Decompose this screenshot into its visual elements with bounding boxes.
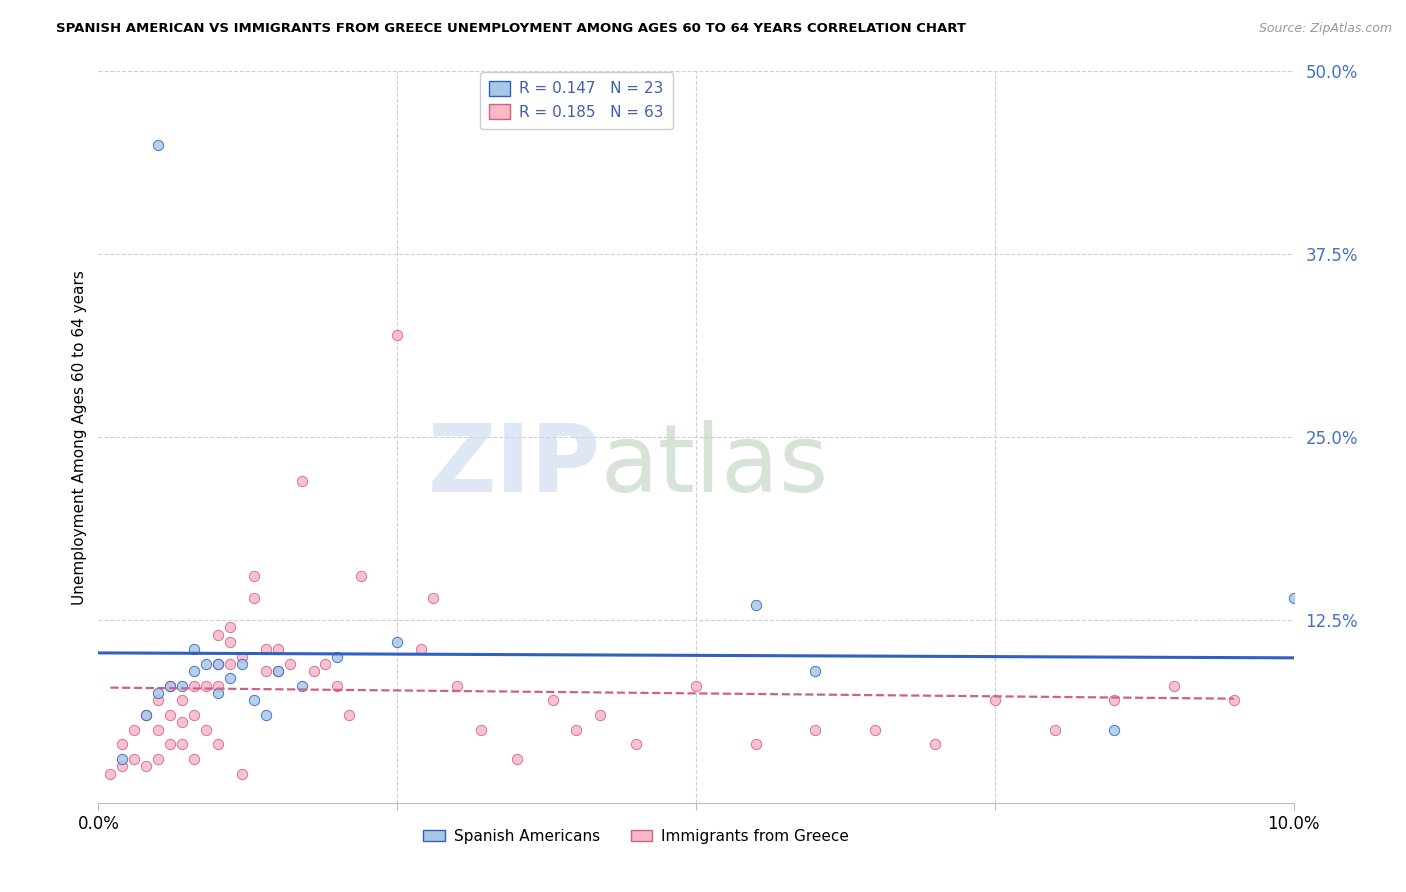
Point bbox=[267, 664, 290, 678]
Point bbox=[183, 664, 205, 678]
Point bbox=[589, 708, 612, 723]
Point bbox=[231, 657, 253, 671]
Point bbox=[159, 737, 181, 751]
Point bbox=[1163, 679, 1185, 693]
Point bbox=[291, 679, 314, 693]
Point bbox=[385, 635, 409, 649]
Text: Source: ZipAtlas.com: Source: ZipAtlas.com bbox=[1258, 22, 1392, 36]
Text: atlas: atlas bbox=[600, 420, 828, 512]
Point bbox=[172, 715, 194, 730]
Point bbox=[1104, 723, 1126, 737]
Point bbox=[148, 723, 170, 737]
Point bbox=[411, 642, 433, 657]
Point bbox=[207, 627, 229, 641]
Point bbox=[219, 620, 242, 634]
Legend: Spanish Americans, Immigrants from Greece: Spanish Americans, Immigrants from Greec… bbox=[418, 822, 855, 850]
Point bbox=[148, 686, 170, 700]
Point bbox=[422, 591, 444, 605]
Point bbox=[183, 708, 205, 723]
Point bbox=[207, 657, 229, 671]
Point bbox=[148, 752, 170, 766]
Point bbox=[1223, 693, 1246, 707]
Point bbox=[111, 759, 134, 773]
Point bbox=[159, 679, 181, 693]
Point bbox=[315, 657, 337, 671]
Point bbox=[385, 327, 409, 342]
Point bbox=[124, 752, 146, 766]
Point bbox=[254, 708, 277, 723]
Point bbox=[254, 642, 277, 657]
Point bbox=[183, 679, 205, 693]
Point bbox=[172, 679, 194, 693]
Point bbox=[135, 708, 157, 723]
Point bbox=[804, 664, 827, 678]
Y-axis label: Unemployment Among Ages 60 to 64 years: Unemployment Among Ages 60 to 64 years bbox=[72, 269, 87, 605]
Point bbox=[231, 649, 253, 664]
Point bbox=[159, 679, 181, 693]
Point bbox=[231, 766, 253, 780]
Point bbox=[745, 599, 768, 613]
Point bbox=[195, 679, 218, 693]
Point bbox=[172, 693, 194, 707]
Point bbox=[135, 759, 157, 773]
Point bbox=[291, 474, 314, 488]
Text: SPANISH AMERICAN VS IMMIGRANTS FROM GREECE UNEMPLOYMENT AMONG AGES 60 TO 64 YEAR: SPANISH AMERICAN VS IMMIGRANTS FROM GREE… bbox=[56, 22, 966, 36]
Point bbox=[243, 569, 266, 583]
Point bbox=[339, 708, 361, 723]
Point bbox=[506, 752, 529, 766]
Point bbox=[984, 693, 1007, 707]
Point bbox=[219, 635, 242, 649]
Point bbox=[1104, 693, 1126, 707]
Point bbox=[924, 737, 946, 751]
Point bbox=[865, 723, 887, 737]
Point bbox=[172, 737, 194, 751]
Point bbox=[745, 737, 768, 751]
Point bbox=[183, 752, 205, 766]
Point bbox=[207, 686, 229, 700]
Point bbox=[254, 664, 277, 678]
Point bbox=[207, 679, 229, 693]
Point bbox=[195, 723, 218, 737]
Point bbox=[685, 679, 707, 693]
Point bbox=[326, 649, 349, 664]
Point bbox=[541, 693, 564, 707]
Point bbox=[446, 679, 468, 693]
Point bbox=[267, 642, 290, 657]
Point bbox=[98, 766, 122, 780]
Point bbox=[111, 737, 134, 751]
Point bbox=[302, 664, 325, 678]
Point bbox=[148, 693, 170, 707]
Point bbox=[243, 591, 266, 605]
Point bbox=[207, 737, 229, 751]
Point bbox=[470, 723, 492, 737]
Point bbox=[804, 723, 827, 737]
Point bbox=[111, 752, 134, 766]
Text: ZIP: ZIP bbox=[427, 420, 600, 512]
Point bbox=[278, 657, 301, 671]
Point bbox=[626, 737, 648, 751]
Point bbox=[183, 642, 205, 657]
Point bbox=[219, 672, 242, 686]
Point bbox=[219, 657, 242, 671]
Point bbox=[135, 708, 157, 723]
Point bbox=[243, 693, 266, 707]
Point bbox=[267, 664, 290, 678]
Point bbox=[159, 708, 181, 723]
Point bbox=[124, 723, 146, 737]
Point bbox=[565, 723, 588, 737]
Point bbox=[195, 657, 218, 671]
Point bbox=[148, 137, 170, 152]
Point bbox=[207, 657, 229, 671]
Point bbox=[326, 679, 349, 693]
Point bbox=[1282, 591, 1305, 605]
Point bbox=[350, 569, 373, 583]
Point bbox=[1043, 723, 1066, 737]
